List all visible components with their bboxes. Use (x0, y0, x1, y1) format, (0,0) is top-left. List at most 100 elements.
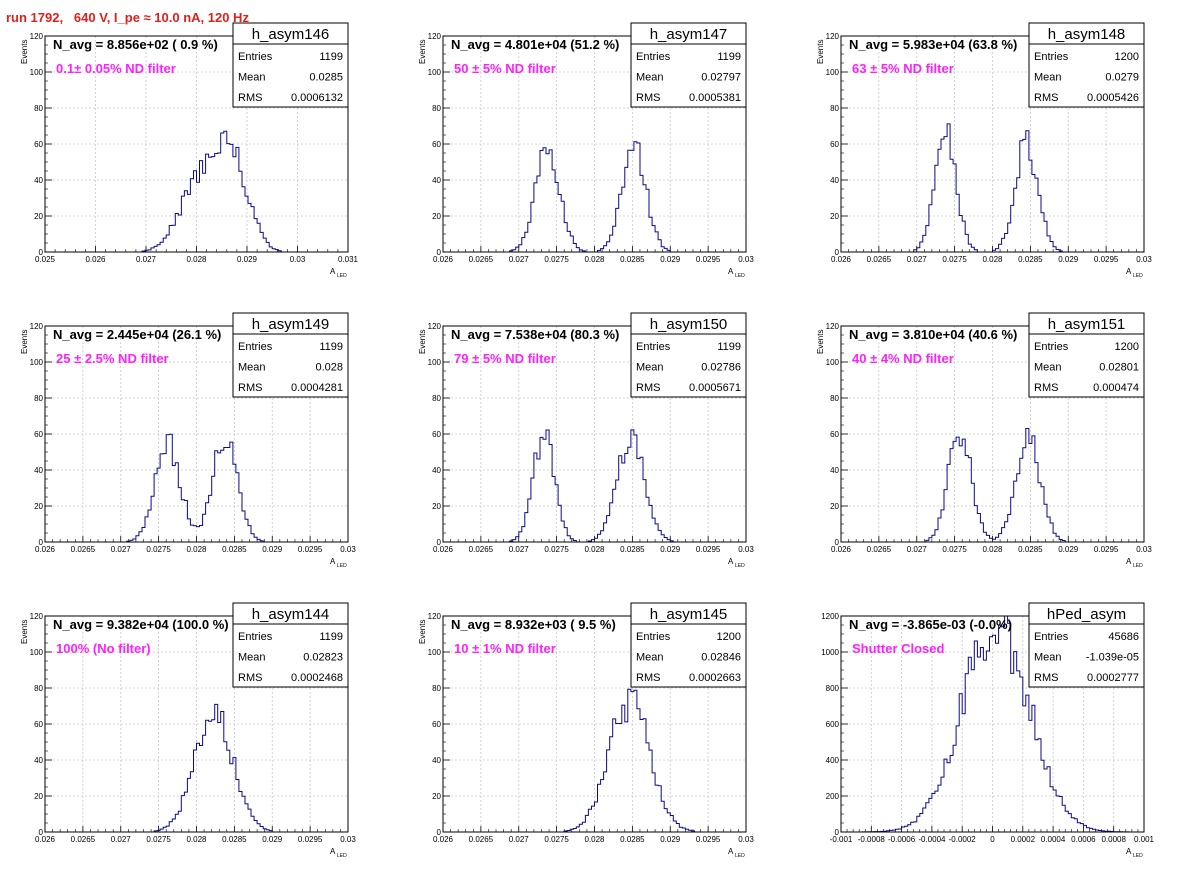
x-axis-label-sub: LED (735, 853, 745, 859)
histogram-panel: 0.026 0.0265 0.027 0.0275 0.028 0.0285 0.029 0.… (418, 602, 754, 859)
y-axis-label: Events (418, 620, 427, 644)
y-axis-label: Events (816, 330, 825, 354)
x-tick-label: 0.027 (907, 545, 928, 554)
x-tick-label: 0.0295 (1094, 545, 1119, 554)
stats-box (232, 602, 349, 688)
x-axis-label: A (728, 267, 734, 276)
x-tick-label: -0.0004 (918, 835, 946, 844)
x-axis-label-sub: LED (337, 273, 347, 279)
stats-key: RMS (1034, 382, 1058, 394)
filter-annotation: 79 ± 5% ND filter (454, 351, 556, 366)
x-tick-label: 0.001 (1134, 835, 1155, 844)
x-tick-label: 0.0006 (1071, 835, 1096, 844)
x-tick-label: 0.0275 (146, 835, 171, 844)
stats-value: 45686 (1108, 631, 1139, 643)
x-tick-label: 0.0275 (544, 545, 569, 554)
stats-key: Mean (1034, 652, 1062, 664)
stats-value: 0.0002663 (689, 672, 741, 684)
x-tick-label: 0.029 (262, 545, 283, 554)
y-tick-label: 120 (826, 32, 840, 41)
filter-annotation: 50 ± 5% ND filter (454, 61, 556, 76)
y-tick-label: 0 (437, 248, 442, 257)
x-tick-label: 0.028 (584, 255, 605, 264)
x-tick-label: 0.0002 (1011, 835, 1036, 844)
y-tick-label: 0 (39, 248, 44, 257)
x-tick-label: 0.0295 (298, 835, 323, 844)
stats-title: h_asym144 (252, 606, 330, 623)
n-avg-note: N_avg = 9.382e+04 (100.0 %) (53, 617, 229, 632)
y-tick-label: 20 (34, 212, 43, 221)
y-tick-label: 100 (826, 68, 840, 77)
x-tick-label: 0.0275 (942, 255, 967, 264)
plot-frame (840, 325, 1145, 543)
n-avg-note: N_avg = 2.445e+04 (26.1 %) (53, 327, 221, 342)
stats-value: -1.039e-05 (1086, 652, 1139, 664)
x-tick-label: -0.001 (830, 835, 853, 844)
y-tick-label: 40 (34, 756, 43, 765)
x-tick-label: 0.0265 (469, 545, 494, 554)
plot-frame (442, 615, 747, 833)
stats-value: 0.0002468 (291, 672, 343, 684)
stats-key: RMS (1034, 672, 1058, 684)
y-tick-label: 120 (826, 322, 840, 331)
histogram-panel: 0.026 0.0265 0.027 0.0275 0.028 0.0285 0.029 0.… (816, 312, 1152, 569)
y-tick-label: 80 (432, 394, 441, 403)
y-tick-label: 40 (432, 176, 441, 185)
y-tick-label: 600 (826, 720, 840, 729)
y-tick-label: 60 (34, 140, 43, 149)
x-axis-label: A (1126, 847, 1132, 856)
stats-value: 0.02797 (701, 72, 741, 84)
y-axis-label: Events (418, 330, 427, 354)
y-tick-label: 120 (428, 612, 442, 621)
histogram-series (443, 429, 746, 543)
x-tick-label: 0.027 (509, 835, 530, 844)
y-tick-label: 200 (826, 792, 840, 801)
x-axis-label-sub: LED (337, 563, 347, 569)
stats-title: h_asym145 (650, 606, 728, 623)
x-tick-label: 0.027 (136, 255, 157, 264)
stats-value: 0.000474 (1093, 382, 1139, 394)
x-tick-label: 0.027 (907, 255, 928, 264)
x-tick-label: 0.026 (433, 255, 454, 264)
y-tick-label: 80 (34, 684, 43, 693)
y-tick-label: 40 (34, 176, 43, 185)
stats-box (232, 312, 349, 398)
x-tick-label: 0 (990, 835, 995, 844)
page-title: run 1792, 640 V, I_pe ≈ 10.0 nA, 120 Hz (6, 10, 249, 25)
x-tick-label: 0.029 (660, 835, 681, 844)
plot-frame (44, 325, 349, 543)
y-tick-label: 120 (428, 322, 442, 331)
x-tick-label: 0.028 (982, 545, 1003, 554)
y-tick-label: 400 (826, 756, 840, 765)
stats-key: Entries (636, 631, 671, 643)
y-tick-label: 40 (34, 466, 43, 475)
x-tick-label: 0.03 (1136, 545, 1152, 554)
stats-value: 0.0005426 (1087, 92, 1139, 104)
y-tick-label: 20 (34, 502, 43, 511)
y-tick-label: 80 (34, 104, 43, 113)
y-tick-label: 0 (835, 248, 840, 257)
stats-value: 1200 (1115, 51, 1139, 63)
x-tick-label: 0.03 (738, 545, 754, 554)
y-tick-label: 40 (432, 466, 441, 475)
y-tick-label: 1000 (821, 648, 839, 657)
x-tick-label: 0.028 (584, 835, 605, 844)
stats-title: h_asym147 (650, 26, 728, 43)
plot-frame (442, 35, 747, 253)
x-tick-label: 0.026 (85, 255, 106, 264)
stats-key: Mean (636, 362, 664, 374)
stats-value: 0.0006132 (291, 92, 343, 104)
x-tick-label: 0.027 (111, 545, 132, 554)
filter-annotation: 40 ± 4% ND filter (852, 351, 954, 366)
y-tick-label: 60 (830, 430, 839, 439)
y-tick-label: 100 (428, 358, 442, 367)
stats-value: 0.028 (315, 362, 343, 374)
x-tick-label: 0.0295 (696, 835, 721, 844)
y-tick-label: 0 (835, 538, 840, 547)
x-axis-label: A (728, 847, 734, 856)
y-tick-label: 0 (39, 828, 44, 837)
x-tick-label: 0.0285 (620, 255, 645, 264)
x-tick-label: 0.0285 (222, 835, 247, 844)
y-tick-label: 1200 (821, 612, 839, 621)
